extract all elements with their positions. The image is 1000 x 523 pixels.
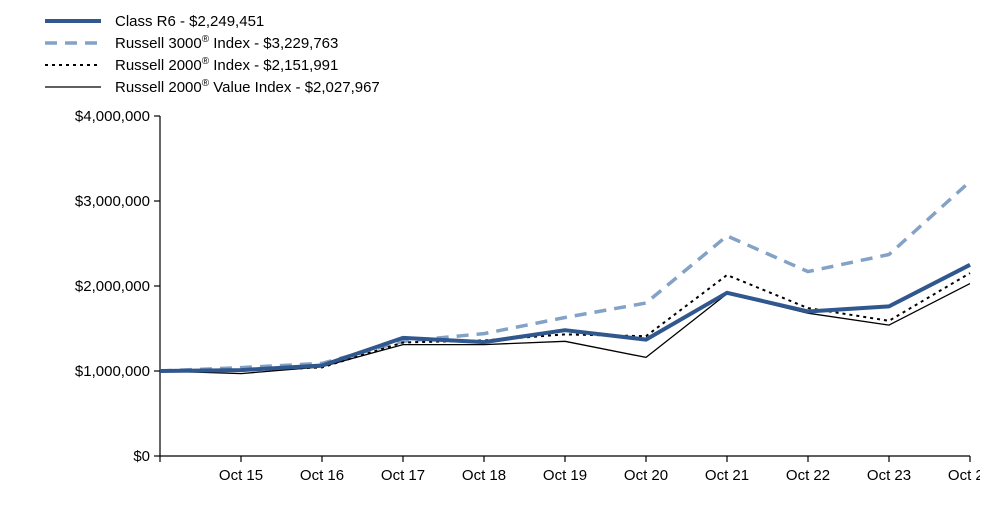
- y-tick-label: $4,000,000: [75, 108, 150, 125]
- legend-row: Russell 2000® Index - $2,151,991: [45, 54, 980, 76]
- y-tick-label: $3,000,000: [75, 193, 150, 210]
- x-tick-label: Oct 15: [219, 467, 263, 484]
- x-tick-label: Oct 23: [867, 467, 911, 484]
- growth-chart: $0 $1,000,000 $2,000,000 $3,000,000 $4,000,0…: [20, 106, 980, 506]
- legend-swatch: [45, 32, 101, 54]
- legend-label: Russell 3000® Index - $3,229,763: [115, 34, 338, 52]
- x-tick-label: Oct 16: [300, 467, 344, 484]
- legend: Class R6 - $2,249,451 Russell 3000® Index…: [45, 10, 980, 98]
- y-tick-label: $2,000,000: [75, 278, 150, 295]
- legend-label: Russell 2000® Value Index - $2,027,967: [115, 78, 380, 96]
- legend-label: Russell 2000® Index - $2,151,991: [115, 56, 338, 74]
- legend-label: Class R6 - $2,249,451: [115, 13, 264, 30]
- x-tick-label: Oct 20: [624, 467, 668, 484]
- x-tick-label: Oct 18: [462, 467, 506, 484]
- x-tick-label: Oct 17: [381, 467, 425, 484]
- x-tick-label: Oct 21: [705, 467, 749, 484]
- legend-row: Class R6 - $2,249,451: [45, 10, 980, 32]
- y-tick-label: $0: [133, 448, 150, 465]
- y-tick-label: $1,000,000: [75, 363, 150, 380]
- legend-row: Russell 3000® Index - $3,229,763: [45, 32, 980, 54]
- x-tick-label: Oct 22: [786, 467, 830, 484]
- chart-svg: $0 $1,000,000 $2,000,000 $3,000,000 $4,000,0…: [20, 106, 980, 506]
- legend-swatch: [45, 10, 101, 32]
- legend-swatch: [45, 54, 101, 76]
- legend-swatch: [45, 76, 101, 98]
- legend-row: Russell 2000® Value Index - $2,027,967: [45, 76, 980, 98]
- x-tick-label: Oct 19: [543, 467, 587, 484]
- x-tick-label: Oct 24: [948, 467, 980, 484]
- chart-page: Class R6 - $2,249,451 Russell 3000® Index…: [0, 0, 1000, 523]
